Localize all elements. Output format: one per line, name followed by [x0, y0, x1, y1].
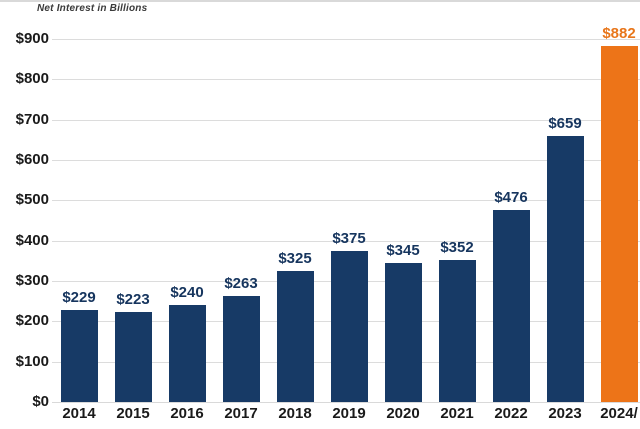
bar-column: $240 2016 — [160, 2, 214, 429]
x-tick-label: 2022 — [494, 405, 528, 422]
bar-column: $352 2021 — [430, 2, 484, 429]
gridline — [52, 160, 640, 161]
y-tick-label: $100 — [15, 352, 49, 370]
bar-value-label: $229 — [62, 288, 96, 306]
bar — [168, 305, 206, 402]
bar-value-label: $882 — [602, 25, 636, 43]
bar-value-label: $263 — [224, 274, 258, 292]
bar — [438, 260, 476, 402]
bar-column: $223 2015 — [106, 2, 160, 429]
x-tick-label: 2015 — [116, 405, 150, 422]
gridline — [52, 39, 640, 40]
bar-column: $345 2020 — [376, 2, 430, 429]
y-tick-label: $500 — [15, 191, 49, 209]
bar — [60, 309, 98, 402]
x-tick-label: 2021 — [440, 405, 474, 422]
bar-value-label: $345 — [386, 241, 420, 259]
bar — [492, 210, 530, 402]
y-tick-label: $600 — [15, 151, 49, 168]
y-tick-label: $0 — [32, 393, 49, 410]
bar-column: $263 2017 — [214, 2, 268, 429]
x-axis-line — [52, 402, 640, 403]
bar-value-label: $325 — [278, 249, 312, 267]
chart-title: Net Interest in Billions — [37, 3, 148, 14]
x-tick-label: 2017 — [224, 405, 258, 422]
bar — [384, 262, 422, 402]
bar-value-label: $659 — [548, 115, 582, 133]
bar-value-label: $223 — [116, 291, 150, 309]
gridline — [52, 240, 640, 242]
bar-column: $659 2023 — [538, 2, 592, 429]
y-tick-label: $400 — [15, 231, 49, 249]
gridline — [52, 79, 640, 81]
y-tick-label: $900 — [15, 30, 49, 47]
bar-column: $325 2018 — [268, 2, 322, 429]
gridline — [52, 119, 640, 121]
bar-column: $476 2022 — [484, 2, 538, 429]
bar — [222, 295, 260, 402]
x-tick-label: 2020 — [386, 405, 420, 422]
x-tick-label: 2024/ — [600, 405, 638, 422]
bar-value-label: $352 — [440, 239, 474, 257]
x-tick-label: 2019 — [332, 405, 366, 422]
plot-area: $229 2014 $223 2015 $240 2016 $263 2017 $325 2018… — [52, 2, 640, 429]
y-tick-label: $700 — [15, 110, 49, 128]
bar-column: $882 2024/ — [592, 2, 640, 429]
bar-column: $229 2014 — [52, 2, 106, 429]
bar — [330, 250, 368, 402]
x-tick-label: 2018 — [278, 405, 312, 422]
x-tick-label: 2023 — [548, 405, 582, 422]
bar-column: $375 2019 — [322, 2, 376, 429]
y-tick-label: $800 — [15, 70, 49, 88]
y-tick-label: $200 — [15, 312, 49, 330]
gridline — [52, 200, 640, 202]
bar — [114, 312, 152, 402]
bar-value-label: $476 — [494, 189, 528, 206]
x-tick-label: 2016 — [170, 405, 204, 422]
bar-highlighted — [600, 46, 638, 402]
y-tick-label: $300 — [15, 272, 49, 289]
bar — [546, 136, 584, 402]
bar — [276, 270, 314, 402]
x-tick-label: 2014 — [62, 405, 96, 422]
bar-value-label: $375 — [332, 229, 366, 247]
bar-value-label: $240 — [170, 284, 204, 302]
